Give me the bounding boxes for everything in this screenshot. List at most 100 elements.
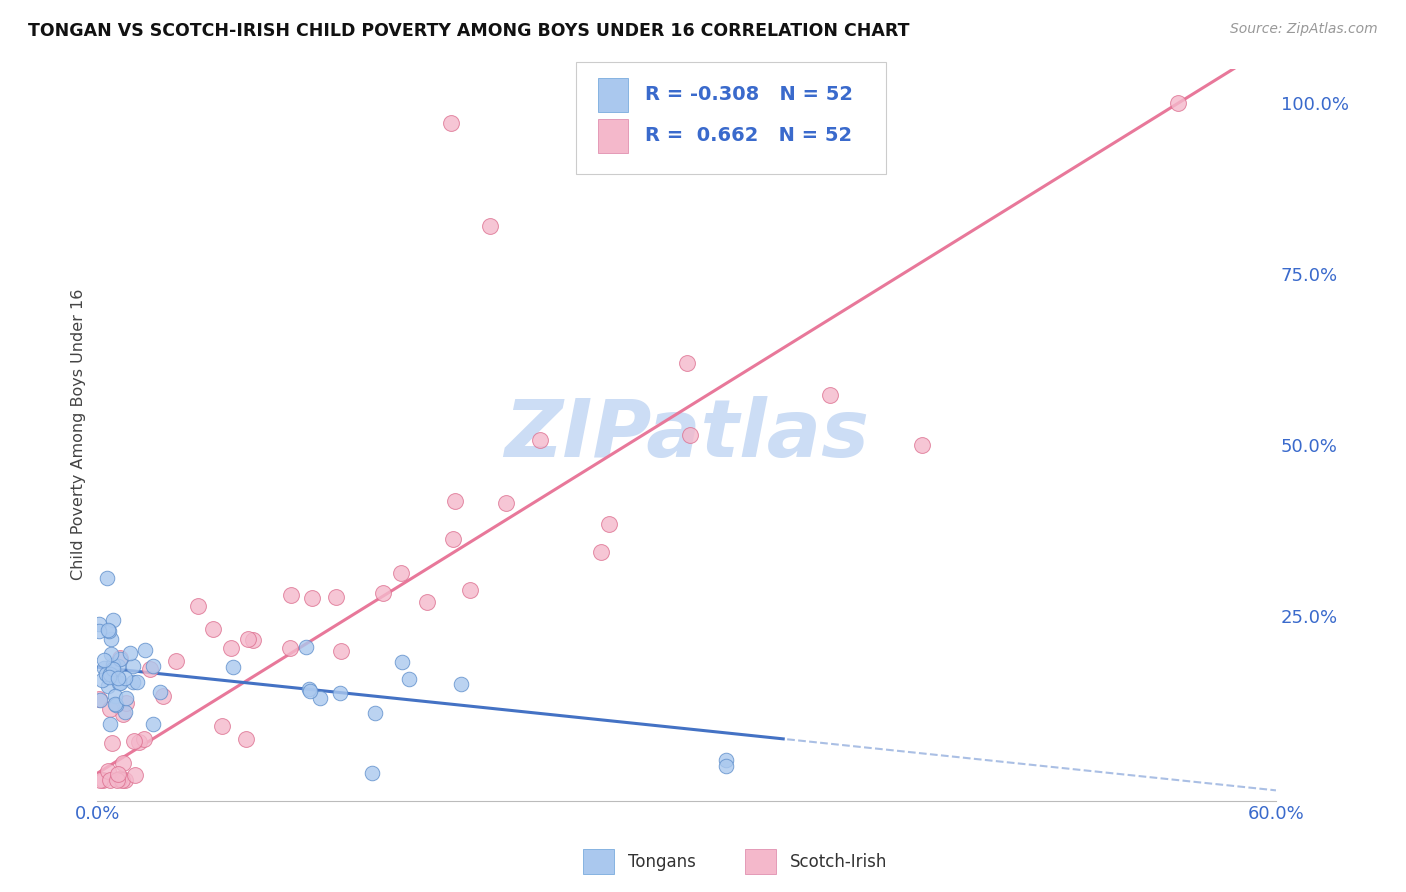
Text: Scotch-Irish: Scotch-Irish: [790, 853, 887, 871]
Point: [361, 766, 384, 780]
Point: [142, 717, 165, 731]
Point: [309, 691, 332, 706]
Point: [100, 647, 122, 661]
Point: [298, 682, 321, 697]
Point: [911, 438, 934, 452]
Point: [495, 496, 517, 510]
Point: [121, 674, 143, 689]
Point: [107, 659, 129, 673]
Text: Tongans: Tongans: [628, 853, 696, 871]
Point: [444, 494, 467, 508]
Point: [93, 653, 115, 667]
Point: [108, 772, 131, 787]
Point: [280, 588, 302, 602]
Point: [235, 731, 257, 746]
Point: [598, 517, 620, 532]
Point: [294, 640, 316, 654]
Point: [398, 672, 420, 686]
Point: [89, 773, 111, 788]
Point: [89, 692, 111, 706]
Point: [98, 667, 121, 681]
Point: [458, 582, 481, 597]
Point: [391, 655, 413, 669]
Text: R = -0.308   N = 52: R = -0.308 N = 52: [645, 85, 853, 104]
Text: R =  0.662   N = 52: R = 0.662 N = 52: [645, 126, 852, 145]
Point: [114, 773, 136, 788]
Point: [114, 671, 136, 685]
Text: TONGAN VS SCOTCH-IRISH CHILD POVERTY AMONG BOYS UNDER 16 CORRELATION CHART: TONGAN VS SCOTCH-IRISH CHILD POVERTY AMO…: [28, 22, 910, 40]
Point: [98, 702, 121, 716]
Point: [103, 613, 125, 627]
Point: [108, 650, 131, 665]
Point: [104, 698, 127, 712]
Point: [112, 756, 135, 771]
Point: [103, 690, 125, 704]
Point: [128, 734, 150, 748]
Point: [364, 706, 387, 721]
Y-axis label: Child Poverty Among Boys Under 16: Child Poverty Among Boys Under 16: [72, 289, 86, 581]
Point: [101, 658, 124, 673]
Point: [201, 622, 224, 636]
Point: [416, 595, 439, 609]
Point: [149, 685, 172, 699]
Point: [105, 698, 128, 712]
Point: [139, 662, 162, 676]
Point: [820, 388, 842, 402]
Point: [101, 668, 124, 682]
Point: [278, 641, 301, 656]
Point: [1167, 95, 1189, 110]
Point: [120, 646, 142, 660]
Point: [107, 767, 129, 781]
Point: [101, 662, 124, 676]
Point: [101, 736, 124, 750]
Point: [301, 591, 323, 605]
Point: [97, 679, 120, 693]
Point: [714, 753, 737, 767]
Point: [111, 707, 134, 722]
Point: [238, 632, 260, 646]
Point: [529, 433, 551, 447]
Point: [100, 632, 122, 647]
Point: [675, 356, 697, 370]
Point: [91, 673, 114, 687]
Point: [98, 773, 121, 788]
Text: Source: ZipAtlas.com: Source: ZipAtlas.com: [1230, 22, 1378, 37]
Point: [142, 659, 165, 673]
Point: [97, 624, 120, 638]
Point: [107, 671, 129, 685]
Point: [108, 675, 131, 690]
Point: [211, 719, 233, 733]
Point: [165, 654, 187, 668]
Point: [325, 591, 347, 605]
Point: [219, 640, 242, 655]
Point: [221, 660, 243, 674]
Point: [105, 773, 128, 788]
Text: ZIPatlas: ZIPatlas: [505, 395, 869, 474]
Point: [115, 696, 138, 710]
Point: [714, 759, 737, 773]
Point: [89, 617, 111, 632]
Point: [132, 732, 155, 747]
Point: [122, 734, 145, 748]
Point: [98, 717, 121, 731]
Point: [93, 661, 115, 675]
Point: [124, 768, 146, 782]
Point: [298, 684, 321, 698]
Point: [479, 219, 502, 233]
Point: [441, 532, 464, 546]
Point: [93, 773, 115, 788]
Point: [589, 545, 612, 559]
Point: [94, 667, 117, 681]
Point: [96, 571, 118, 585]
Point: [111, 773, 134, 788]
Point: [152, 689, 174, 703]
Point: [440, 116, 463, 130]
Point: [97, 624, 120, 638]
Point: [89, 692, 111, 706]
Point: [187, 599, 209, 613]
Point: [114, 706, 136, 720]
Point: [371, 586, 394, 600]
Point: [97, 764, 120, 779]
Point: [134, 643, 156, 657]
Point: [108, 676, 131, 690]
